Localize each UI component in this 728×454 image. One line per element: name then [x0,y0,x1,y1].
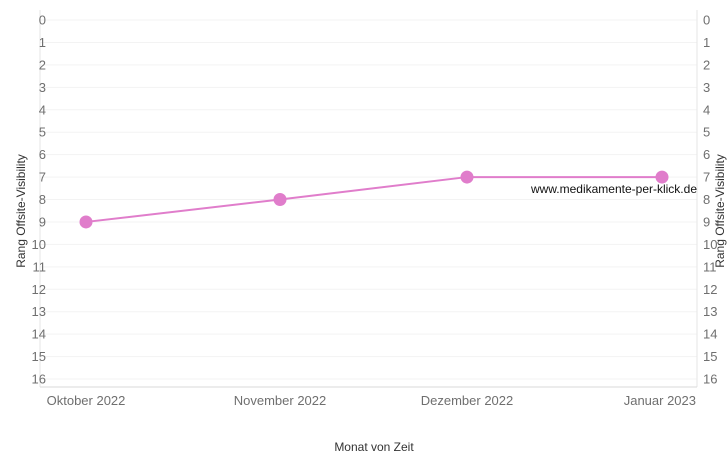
y-tick-label-left: 2 [39,57,46,72]
x-tick-label: Dezember 2022 [421,393,514,408]
y-tick-label-left: 12 [32,282,46,297]
y-tick-label-left: 16 [32,372,46,387]
data-point [655,170,669,184]
y-tick-label-left: 8 [39,192,46,207]
data-point [273,193,287,206]
data-points [79,170,669,229]
y-tick-label-right: 9 [703,214,710,229]
y-tick-label-left: 0 [39,13,46,28]
y-tick-label-right: 14 [703,327,717,342]
y-tick-label-right: 8 [703,192,710,207]
y-tick-label-right: 7 [703,170,710,185]
y-tick-label-right: 12 [703,282,717,297]
series-end-label: www.medikamente-per-klick.de [530,182,697,196]
y-tick-label-right: 16 [703,372,717,387]
y-axis-title-left: Rang Offsite-Visibility [14,154,28,268]
x-axis-ticks: Oktober 2022 November 2022 Dezember 2022 Ja… [47,393,696,408]
x-tick-label: November 2022 [234,393,327,408]
x-axis-title: Monat von Zeit [334,440,414,454]
y-tick-label-left: 13 [32,304,46,319]
y-tick-label-left: 4 [39,102,46,117]
y-tick-label-right: 0 [703,13,710,28]
data-point [79,215,93,229]
y-tick-label-left: 1 [39,35,46,50]
y-tick-label-right: 3 [703,80,710,95]
x-tick-label: Oktober 2022 [47,393,126,408]
y-tick-label-right: 6 [703,147,710,162]
y-tick-label-right: 11 [703,259,717,274]
x-tick-label: Januar 2023 [624,393,696,408]
series-line [85,176,662,223]
y-tick-label-right: 1 [703,35,710,50]
y-tick-label-right: 10 [703,237,717,252]
y-tick-label-left: 9 [39,214,46,229]
y-tick-label-left: 10 [32,237,46,252]
y-tick-label-left: 7 [39,170,46,185]
y-tick-label-right: 15 [703,349,717,364]
y-tick-label-right: 5 [703,125,710,140]
gridlines [40,19,697,380]
y-tick-label-left: 5 [39,125,46,140]
y-tick-label-left: 3 [39,80,46,95]
y-axis-title-right: Rang Offsite-Visibility [713,154,727,268]
y-tick-label-right: 13 [703,304,717,319]
y-tick-label-left: 6 [39,147,46,162]
y-tick-label-left: 11 [33,259,47,274]
y-tick-label-right: 4 [703,102,710,117]
y-tick-label-left: 14 [32,327,46,342]
data-point [460,170,474,184]
y-tick-label-left: 15 [32,349,46,364]
y-tick-label-right: 2 [703,57,710,72]
